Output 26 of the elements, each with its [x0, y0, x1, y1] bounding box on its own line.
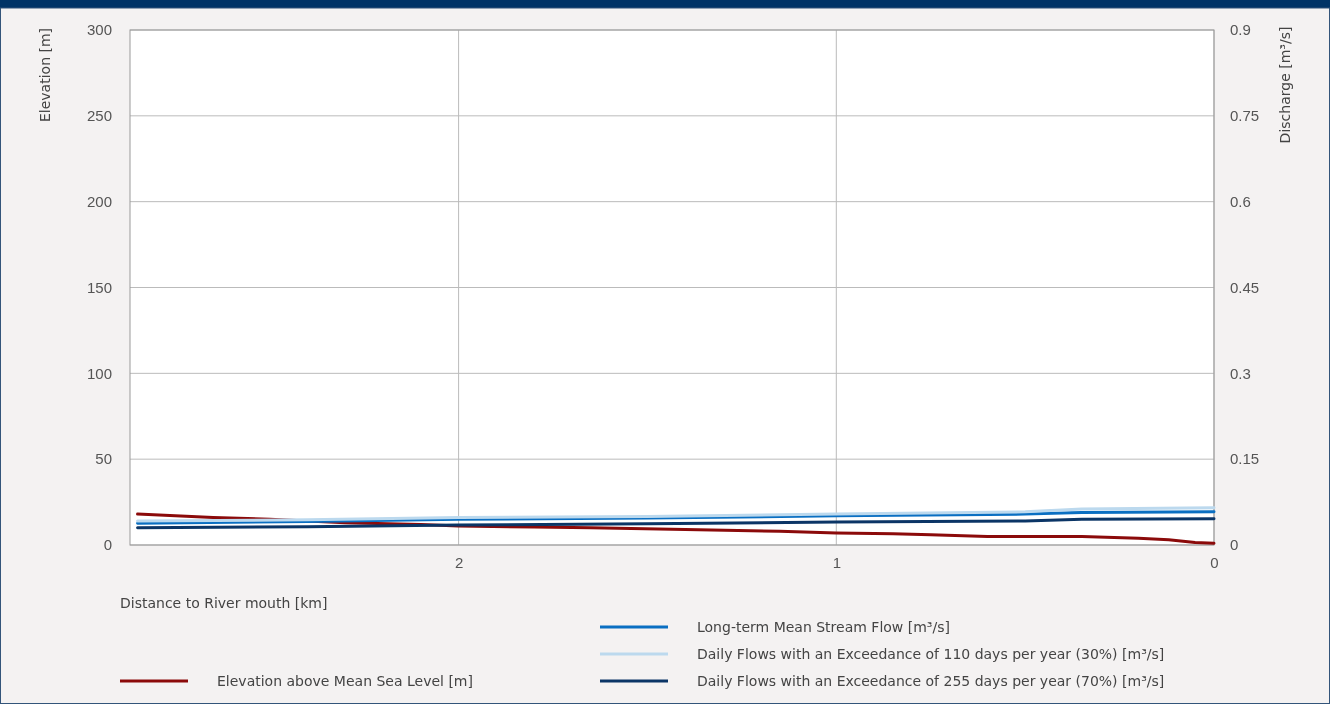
y2-tick-label: 0.45	[1230, 278, 1260, 296]
legend-label: Daily Flows with an Exceedance of 110 days per year (30%) [m³/s]	[697, 646, 1165, 662]
line-series	[136, 517, 1216, 530]
legend-label: Daily Flows with an Exceedance of 255 days per year (70%) [m³/s]	[697, 673, 1165, 689]
y2-tick-label: 0.9	[1230, 21, 1251, 39]
y-tick-label: 100	[86, 364, 112, 382]
x-tick-label: 2	[454, 553, 464, 571]
y2-tick-label: 0.75	[1230, 107, 1260, 125]
y2-tick-label: 0	[1230, 536, 1239, 554]
x-axis-title: Distance to River mouth [km]	[120, 595, 328, 611]
y-tick-label: 150	[86, 278, 112, 296]
y-tick-label: 250	[86, 107, 112, 125]
line-series	[136, 506, 1216, 523]
y-tick-label: 200	[86, 192, 112, 210]
y2-axis-title: Discharge [m³/s]	[1277, 26, 1293, 144]
x-tick-label: 1	[832, 553, 841, 571]
y-tick-label: 0	[103, 536, 112, 554]
y2-tick-label: 0.3	[1230, 364, 1251, 382]
x-tick-label: 0	[1210, 553, 1219, 571]
y-tick-label: 300	[86, 21, 112, 39]
y2-tick-label: 0.6	[1230, 192, 1251, 210]
legend-label: Elevation above Mean Sea Level [m]	[217, 673, 473, 689]
y2-tick-label: 0.15	[1230, 450, 1260, 468]
y-axis-title: Elevation [m]	[37, 27, 53, 123]
y-tick-label: 50	[95, 450, 112, 468]
legend-label: Long-term Mean Stream Flow [m³/s]	[697, 619, 950, 635]
